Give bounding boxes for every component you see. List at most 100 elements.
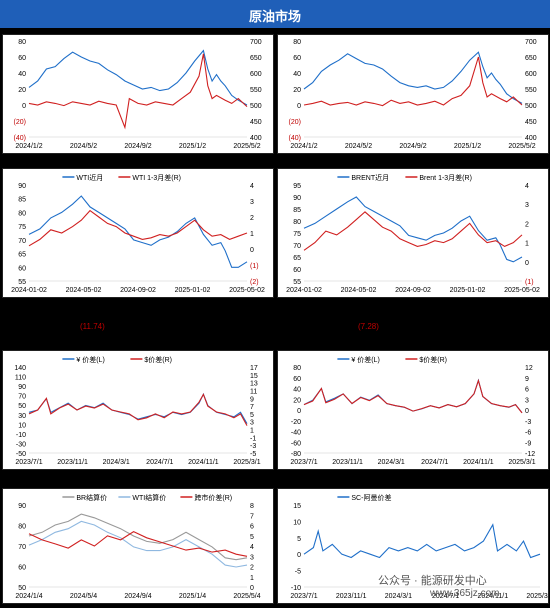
y-right-tick-label: 7 — [250, 404, 254, 411]
y-right-tick-label: 600 — [250, 71, 262, 78]
y-right-tick-label: -5 — [250, 451, 256, 458]
y-right-tick-label: 3 — [250, 554, 254, 561]
x-tick-label: 2025/3/1 — [526, 593, 548, 600]
y-left-tick-label: 65 — [18, 252, 26, 259]
x-tick-label: 2024/11/1 — [188, 459, 219, 466]
x-tick-label: 2024/3/1 — [103, 459, 130, 466]
chart-3: 90 85 80 75 70 65 60 55 4 3 2 1 0 (1) (2) 2024-01-02 202… — [11, 173, 265, 294]
x-tick-label: 2024/5/2 — [70, 143, 97, 150]
series-line-1 — [303, 196, 523, 263]
y-left-tick-label: 60 — [18, 55, 26, 62]
legend-label-1: ¥ 价差(L) — [351, 355, 379, 364]
y-left-tick-label: 10 — [293, 519, 301, 526]
y-right-tick-label: 3 — [525, 202, 529, 209]
y-left-tick-label: 60 — [293, 55, 301, 62]
y-right-tick-label: 7 — [250, 513, 254, 520]
x-tick-label: 2024/7/1 — [432, 593, 459, 600]
red-mark-1: (11.74) — [80, 322, 105, 331]
series-line-1 — [28, 195, 248, 268]
x-tick-label: 2025/3/1 — [508, 459, 535, 466]
y-right-tick-label: 1 — [250, 428, 254, 435]
y-left-tick-label: 80 — [18, 210, 26, 217]
y-left-tick-label: 60 — [293, 376, 301, 383]
chart-1: 806040200(20)(40)70065060055050045040020… — [14, 39, 262, 150]
y-left-tick-label: 80 — [293, 219, 301, 226]
y-right-tick-label: 550 — [250, 87, 262, 94]
y-right-tick-label: 5 — [250, 412, 254, 419]
y-right-tick-label: (1) — [525, 279, 534, 286]
x-tick-label: 2024-01-02 — [11, 287, 47, 294]
y-right-tick-label: 700 — [525, 39, 537, 46]
y-left-tick-label: (20) — [289, 119, 301, 126]
x-tick-label: 2025/1/2 — [454, 143, 481, 150]
legend-label-2: Brent 1-3月差(R) — [419, 173, 472, 182]
y-left-tick-label: -50 — [16, 451, 26, 458]
y-right-tick-label: 2 — [250, 565, 254, 572]
y-left-tick-label: 30 — [18, 413, 26, 420]
y-left-tick-label: 75 — [293, 231, 301, 238]
x-tick-label: 2025/3/1 — [233, 459, 260, 466]
chart-panel-7: 90 80 70 60 50 8 7 6 5 4 3 2 1 0 2024/1/4 2024/5/4 2024/… — [2, 488, 274, 604]
y-right-tick-label: 12 — [525, 365, 533, 372]
y-right-tick-label: 450 — [250, 119, 262, 126]
x-tick-label: 2024/5/2 — [345, 143, 372, 150]
y-left-tick-label: -10 — [16, 432, 26, 439]
x-tick-label: 2025/5/4 — [233, 593, 260, 600]
y-right-tick-label: (1) — [250, 263, 259, 270]
series-line-2 — [28, 393, 248, 426]
y-left-tick-label: 90 — [18, 183, 26, 190]
chart-5: 140 110 90 70 50 30 10 -10 -30 -50 1715131197531-1… — [14, 355, 260, 466]
y-right-tick-label: 9 — [250, 396, 254, 403]
series-line-1 — [28, 513, 248, 561]
x-tick-label: 2024-09-02 — [395, 287, 431, 294]
series-line-2 — [28, 520, 248, 568]
y-left-tick-label: 5 — [297, 536, 301, 543]
legend-label-1: WTI近月 — [76, 173, 103, 182]
y-left-tick-label: 50 — [18, 585, 26, 592]
x-tick-label: 2024/9/2 — [399, 143, 426, 150]
y-left-tick-label: 70 — [18, 238, 26, 245]
y-right-tick-label: 450 — [525, 119, 537, 126]
x-tick-label: 2023/7/1 — [290, 593, 317, 600]
x-tick-label: 2024-01-02 — [286, 287, 322, 294]
y-right-tick-label: 4 — [250, 544, 254, 551]
y-left-tick-label: 90 — [293, 195, 301, 202]
y-left-tick-label: (40) — [289, 135, 301, 142]
x-tick-label: 2024/3/1 — [385, 593, 412, 600]
watermark-site: www.365jz.com — [430, 588, 500, 599]
y-right-tick-label: 2 — [250, 215, 254, 222]
y-right-tick-label: 8 — [250, 503, 254, 510]
x-tick-label: 2025-05-02 — [229, 287, 265, 294]
legend-label-1: BRENT近月 — [351, 173, 389, 182]
legend-label-2: $价差(R) — [419, 355, 447, 364]
y-left-tick-label: -80 — [291, 451, 301, 458]
y-left-tick-label: -20 — [291, 419, 301, 426]
y-right-tick-label: -9 — [525, 440, 531, 447]
series-line-1 — [303, 523, 541, 559]
y-right-tick-label: 2 — [525, 221, 529, 228]
y-left-tick-label: 40 — [18, 71, 26, 78]
x-tick-label: 2024/9/4 — [124, 593, 151, 600]
y-left-tick-label: 75 — [18, 224, 26, 231]
y-right-tick-label: -3 — [250, 443, 256, 450]
chart-panel-1: 80 60 40 20 0 (20) (40) 700 650 600 550 500 450 400 20… — [2, 34, 274, 154]
watermark-text: 公众号 · 能源研发中心 — [378, 575, 487, 587]
chart-4: 95 90 85 80 75 70 65 60 55 4 3 2 1 0 (1) 2024-01-02 2024… — [286, 173, 540, 294]
x-tick-label: 2024/7/1 — [146, 459, 173, 466]
y-right-tick-label: 0 — [525, 260, 529, 267]
y-right-tick-label: 0 — [250, 585, 254, 592]
y-left-tick-label: 90 — [18, 384, 26, 391]
y-right-tick-label: 0 — [525, 408, 529, 415]
y-left-tick-label: 20 — [293, 87, 301, 94]
y-right-tick-label: 5 — [250, 534, 254, 541]
x-tick-label: 2024/5/4 — [70, 593, 97, 600]
y-left-tick-label: 40 — [293, 387, 301, 394]
legend-label-2: WTI结算价 — [132, 493, 166, 502]
x-tick-label: 2024/11/1 — [463, 459, 494, 466]
y-left-tick-label: 20 — [18, 87, 26, 94]
x-tick-label: 2023/7/1 — [15, 459, 42, 466]
chart-panel-5: 140 110 90 70 50 30 10 -10 -30 -50 17 15 13 11 9 7 5 3 1 -1… — [2, 350, 274, 470]
x-tick-label: 2023/11/1 — [332, 459, 363, 466]
y-right-tick-label: 400 — [525, 135, 537, 142]
y-right-tick-label: 1 — [250, 231, 254, 238]
